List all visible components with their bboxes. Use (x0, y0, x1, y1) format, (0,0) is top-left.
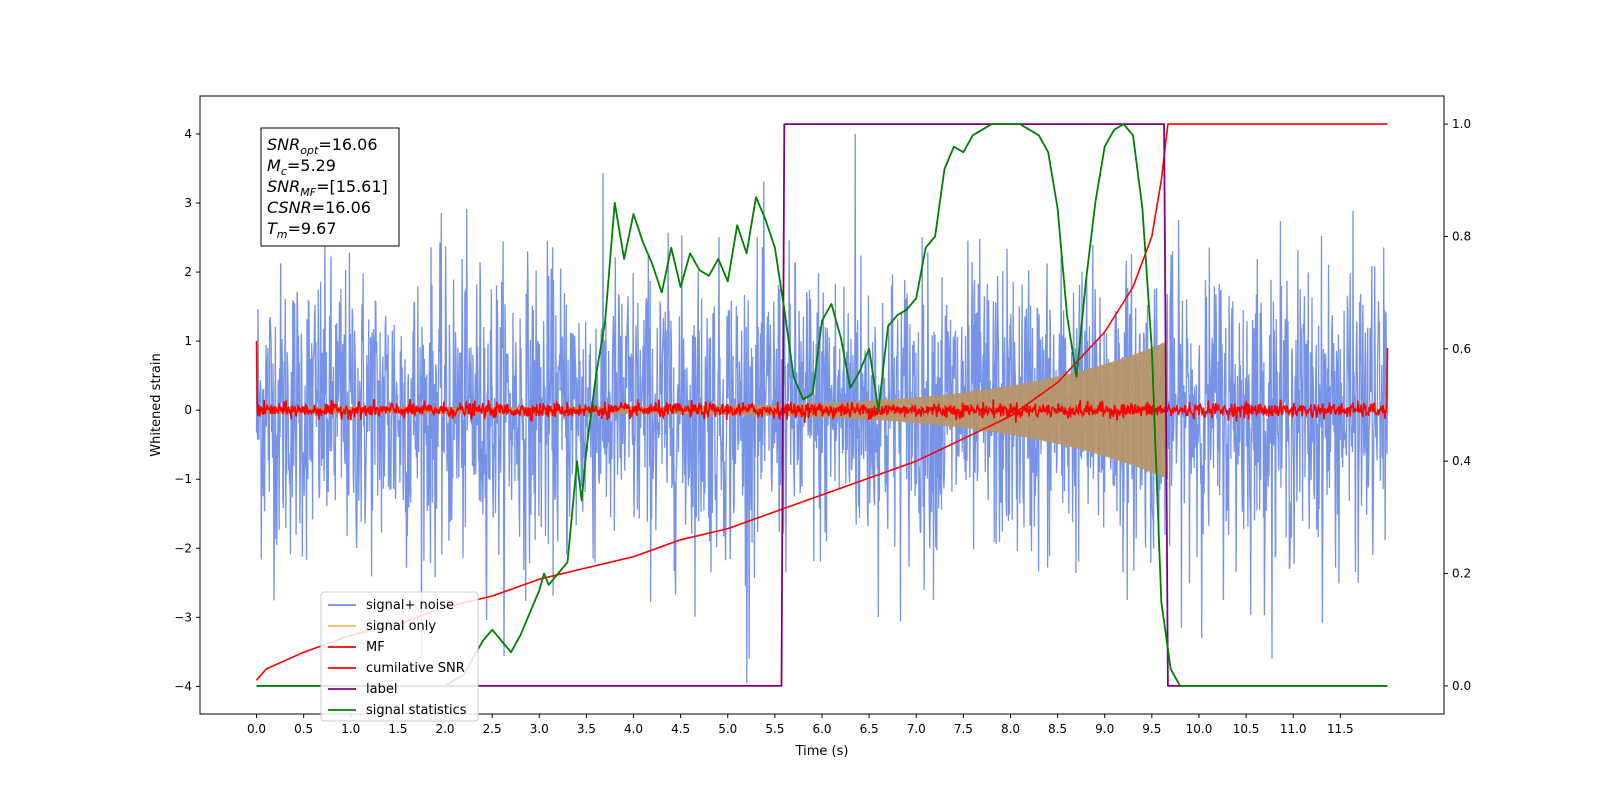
y-left-tick-label: 1 (184, 334, 192, 348)
x-axis: 0.0 0.5 1.0 1.5 2.0 2.5 3.0 3.5 4.0 4.5 5.0 5.5 6.0 6… (247, 714, 1354, 736)
x-tick-label: 1.0 (341, 722, 360, 736)
y-right-tick-label: 0.2 (1452, 567, 1471, 581)
x-tick-label: 2.0 (435, 722, 454, 736)
y-right-tick-label: 0.6 (1452, 342, 1471, 356)
x-tick-label: 7.5 (954, 722, 973, 736)
y-left-tick-label: 0 (184, 403, 192, 417)
y-left-tick-label: −4 (174, 679, 192, 693)
legend-label: signal only (366, 619, 436, 634)
mf-line (255, 341, 1389, 424)
x-tick-label: 7.0 (907, 722, 926, 736)
x-tick-label: 4.0 (624, 722, 643, 736)
y-axis-left: 4 3 2 1 0 −1 −2 −3 −4 (174, 127, 200, 693)
y-left-tick-label: 2 (184, 265, 192, 279)
x-tick-label: 10.0 (1186, 722, 1213, 736)
x-tick-label: 10.5 (1233, 722, 1260, 736)
x-tick-label: 6.0 (812, 722, 831, 736)
x-tick-label: 3.0 (530, 722, 549, 736)
legend-label: label (366, 682, 397, 697)
signal-only-envelope (256, 341, 1168, 480)
y-left-tick-label: −3 (174, 610, 192, 624)
legend-frame (320, 591, 479, 722)
signal-plus-noise-line (255, 133, 1389, 683)
x-tick-label: 6.5 (860, 722, 879, 736)
y-left-tick-label: −1 (174, 472, 192, 486)
x-tick-label: 9.0 (1095, 722, 1114, 736)
series-signal-plus-noise (255, 133, 1389, 683)
series-signal-statistics (256, 123, 1388, 687)
stats-line: SNRopt=16.06 (267, 135, 378, 157)
x-tick-label: 2.5 (483, 722, 502, 736)
stats-box-frame (260, 127, 400, 247)
x-axis-label: Time (s) (795, 744, 849, 759)
y-axis-right: 1.0 0.8 0.6 0.4 0.2 0.0 (1444, 117, 1471, 693)
legend-label: MF (366, 640, 385, 655)
x-tick-label: 11.5 (1327, 722, 1354, 736)
x-tick-label: 11.0 (1280, 722, 1307, 736)
signal-statistics-line (256, 123, 1388, 687)
x-tick-label: 9.5 (1142, 722, 1161, 736)
series-mf (255, 341, 1389, 424)
y-axis-label: Whitened strain (149, 353, 164, 456)
stats-line: CSNR=16.06 (267, 198, 371, 217)
y-right-tick-label: 0.0 (1452, 679, 1471, 693)
stats-line: SNRMF=[15.61] (267, 177, 388, 199)
stats-line: Tm=9.67 (267, 219, 337, 241)
legend-label: signal+ noise (366, 598, 454, 613)
y-left-tick-label: 4 (184, 127, 192, 141)
series-signal-only (256, 341, 1168, 480)
stats-box: SNRopt=16.06Mc=5.29SNRMF=[15.61]CSNR=16.… (260, 127, 400, 247)
y-left-tick-label: 3 (184, 196, 192, 210)
legend: signal+ noise signal only MF cumilative SNR… (320, 591, 479, 722)
x-tick-label: 8.5 (1048, 722, 1067, 736)
legend-label: signal statistics (366, 703, 467, 718)
x-tick-label: 5.5 (765, 722, 784, 736)
legend-label: cumilative SNR (366, 661, 465, 676)
x-tick-label: 5.0 (718, 722, 737, 736)
x-tick-label: 0.5 (294, 722, 313, 736)
x-tick-label: 3.5 (577, 722, 596, 736)
y-right-tick-label: 0.8 (1452, 229, 1471, 243)
x-tick-label: 4.5 (671, 722, 690, 736)
y-right-tick-label: 1.0 (1452, 117, 1471, 131)
x-tick-label: 1.5 (388, 722, 407, 736)
y-left-tick-label: −2 (174, 541, 192, 555)
x-tick-label: 8.0 (1001, 722, 1020, 736)
y-right-tick-label: 0.4 (1452, 454, 1471, 468)
stats-line: Mc=5.29 (267, 156, 336, 178)
x-tick-label: 0.0 (247, 722, 266, 736)
